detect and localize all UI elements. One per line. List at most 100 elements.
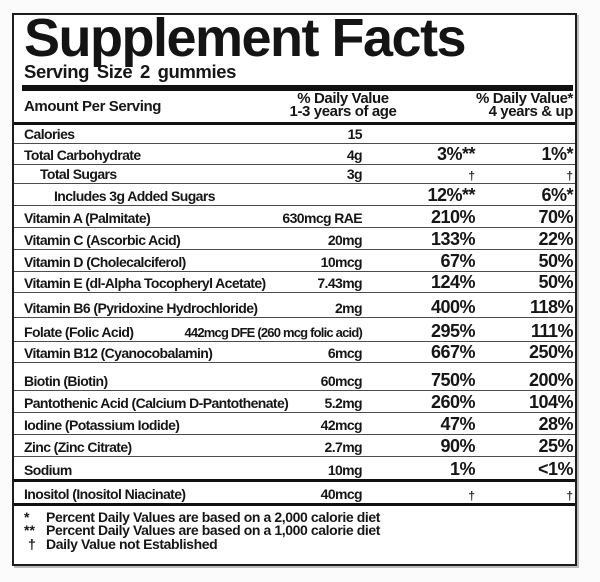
daily-value-4-years-up: 111% — [530, 320, 574, 341]
footnote-line: * Percent Daily Values are based on a 2,0… — [24, 508, 575, 525]
nutrient-amount: 15 — [347, 125, 363, 142]
nutrient-name: Vitamin E (dl-Alpha Tocopheryl Acetate) — [24, 274, 266, 291]
nutrient-name: Folate (Folic Acid) — [24, 323, 134, 340]
nutrient-amount: 10mcg — [320, 253, 363, 270]
table-row: Vitamin B6 (Pyridoxine Hydrochloride) 2mg… — [14, 293, 575, 318]
dv2-header-line2: 4 years & up — [488, 103, 574, 120]
nutrient-name: Zinc (Zinc Citrate) — [24, 438, 132, 455]
daily-value-1-3-years: 12%** — [427, 184, 475, 205]
daily-value-4-years-up: 28% — [538, 413, 573, 434]
footnote-marker: * — [24, 508, 30, 525]
daily-value-1-3-years: 260% — [430, 391, 476, 412]
daily-value-1-3-years: 133% — [430, 228, 476, 249]
table-row: Sodium 10mg 1% <1% — [14, 457, 575, 479]
daily-value-1-3-years: 90% — [440, 435, 475, 456]
table-row: Biotin (Biotin) 60mcg 750% 200% — [14, 363, 575, 391]
dv1-header-line2: 1-3 years of age — [289, 103, 397, 120]
nutrient-cell: Iodine (Potassium Iodide) 42mcg — [24, 416, 363, 434]
nutrient-amount: 3g — [346, 165, 363, 182]
facts-table-body: Calories 15 Total Carbohydrate 4g 3%** 1%* Tot… — [14, 125, 575, 506]
footnote-marker: ** — [24, 522, 35, 538]
daily-value-4-years-up: † — [566, 168, 573, 183]
nutrient-amount: 6mcg — [327, 344, 363, 361]
table-row: Vitamin C (Ascorbic Acid) 20mg 133% 22% — [14, 228, 575, 250]
nutrient-amount: 630mcg RAE — [282, 209, 362, 226]
table-row: Vitamin B12 (Cyanocobalamin) 6mcg 667% 250% — [14, 342, 575, 363]
nutrient-cell: Includes 3g Added Sugars — [24, 189, 362, 205]
table-row: Folate (Folic Acid) 442mcg DFE (260 mcg f… — [14, 318, 575, 342]
supplement-facts-panel: Supplement Facts Serving Size 2 gummies … — [12, 13, 577, 566]
nutrient-amount: 4g — [346, 146, 363, 163]
daily-value-1-3-years: 295% — [430, 320, 476, 341]
nutrient-amount: 5.2mg — [324, 394, 363, 411]
footnote-text: Daily Value not Established — [46, 535, 218, 552]
daily-value-4-years-up: † — [566, 488, 573, 503]
daily-value-1-3-years — [362, 142, 475, 143]
column-header-dv-1-3-years: % Daily Value 1-3 years of age — [243, 91, 443, 120]
nutrient-amount: 20mg — [327, 231, 363, 248]
header-thick-bar — [22, 85, 573, 91]
daily-value-4-years-up: 50% — [538, 250, 573, 271]
column-header-dv-4-years-up: % Daily Value* 4 years & up — [476, 89, 574, 120]
daily-value-4-years-up: 250% — [528, 341, 574, 362]
daily-value-1-3-years: 67% — [440, 250, 475, 271]
nutrient-amount: 2.7mg — [324, 438, 363, 455]
nutrient-cell: Vitamin E (dl-Alpha Tocopheryl Acetate) 7… — [24, 274, 363, 292]
nutrient-cell: Folate (Folic Acid) 442mcg DFE (260 mcg f… — [24, 323, 363, 341]
nutrient-cell: Vitamin A (Palmitate) 630mcg RAE — [24, 209, 363, 227]
footnote-text: Percent Daily Values are based on a 1,00… — [46, 522, 381, 538]
nutrient-name: Biotin (Biotin) — [24, 372, 108, 389]
daily-value-4-years-up: 118% — [529, 296, 574, 317]
daily-value-4-years-up: 25% — [538, 435, 573, 456]
footnotes: * Percent Daily Values are based on a 2,0… — [14, 506, 575, 552]
nutrient-name: Vitamin D (Cholecalciferol) — [24, 253, 186, 270]
column-header-row: Amount Per Serving % Daily Value 1-3 yea… — [14, 91, 575, 125]
nutrient-amount: 10mg — [327, 461, 363, 478]
table-row: Calories 15 — [14, 125, 575, 144]
daily-value-1-3-years: † — [468, 168, 475, 183]
nutrient-amount: 42mcg — [320, 416, 363, 433]
nutrient-amount: 40mcg — [320, 485, 363, 502]
nutrient-cell: Vitamin C (Ascorbic Acid) 20mg — [24, 231, 363, 249]
nutrient-amount: 7.43mg — [317, 274, 362, 291]
nutrient-name: Inositol (Inositol Niacinate) — [24, 485, 186, 502]
table-row: Total Sugars 3g † † — [14, 165, 575, 184]
nutrient-cell: Vitamin B6 (Pyridoxine Hydrochloride) 2mg — [24, 299, 363, 317]
daily-value-1-3-years: 124% — [430, 271, 476, 292]
footnote-marker: † — [28, 535, 36, 552]
daily-value-4-years-up: 6%* — [541, 184, 573, 205]
nutrient-amount: 442mcg DFE (260 mcg folic acid) — [184, 324, 363, 340]
nutrient-name: Sodium — [24, 461, 72, 478]
daily-value-4-years-up: 50% — [538, 271, 573, 292]
daily-value-4-years-up: 104% — [528, 391, 574, 412]
footnote-line: † Daily Value not Established — [24, 535, 575, 552]
nutrient-name: Vitamin B12 (Cyanocobalamin) — [24, 344, 213, 361]
nutrient-cell: Vitamin B12 (Cyanocobalamin) 6mcg — [24, 344, 363, 362]
nutrient-cell: Zinc (Zinc Citrate) 2.7mg — [24, 438, 363, 456]
daily-value-1-3-years: † — [468, 488, 475, 503]
table-row: Vitamin D (Cholecalciferol) 10mcg 67% 50% — [14, 250, 575, 272]
nutrient-cell: Calories 15 — [24, 125, 363, 143]
nutrient-cell: Total Carbohydrate 4g — [24, 146, 363, 164]
nutrient-name: Vitamin B6 (Pyridoxine Hydrochloride) — [24, 299, 258, 316]
serving-size-text: Serving Size 2 gummies — [24, 61, 237, 82]
table-row: Vitamin A (Palmitate) 630mcg RAE 210% 70% — [14, 206, 575, 228]
table-row: Includes 3g Added Sugars 12%** 6%* — [14, 184, 575, 206]
nutrient-cell: Sodium 10mg — [24, 461, 363, 479]
daily-value-4-years-up: 1%* — [541, 143, 573, 164]
daily-value-1-3-years: 3%** — [436, 143, 476, 164]
table-row: Zinc (Zinc Citrate) 2.7mg 90% 25% — [14, 435, 575, 457]
daily-value-1-3-years: 400% — [430, 296, 476, 317]
nutrient-name: Vitamin A (Palmitate) — [24, 209, 151, 226]
dv2-header-line1: % Daily Value* — [476, 89, 573, 107]
nutrient-name: Pantothenic Acid (Calcium D-Pantothenate… — [24, 394, 289, 411]
daily-value-4-years-up: 200% — [528, 369, 574, 390]
nutrient-cell: Vitamin D (Cholecalciferol) 10mcg — [24, 253, 363, 271]
nutrient-cell: Inositol (Inositol Niacinate) 40mcg — [24, 485, 363, 503]
daily-value-4-years-up: <1% — [537, 458, 574, 479]
table-row: Total Carbohydrate 4g 3%** 1%* — [14, 144, 575, 165]
nutrient-amount: 2mg — [335, 299, 363, 316]
panel-title: Supplement Facts — [24, 13, 467, 68]
table-row: Inositol (Inositol Niacinate) 40mcg † † — [14, 478, 575, 506]
footnote-text: Percent Daily Values are based on a 2,00… — [46, 508, 381, 525]
